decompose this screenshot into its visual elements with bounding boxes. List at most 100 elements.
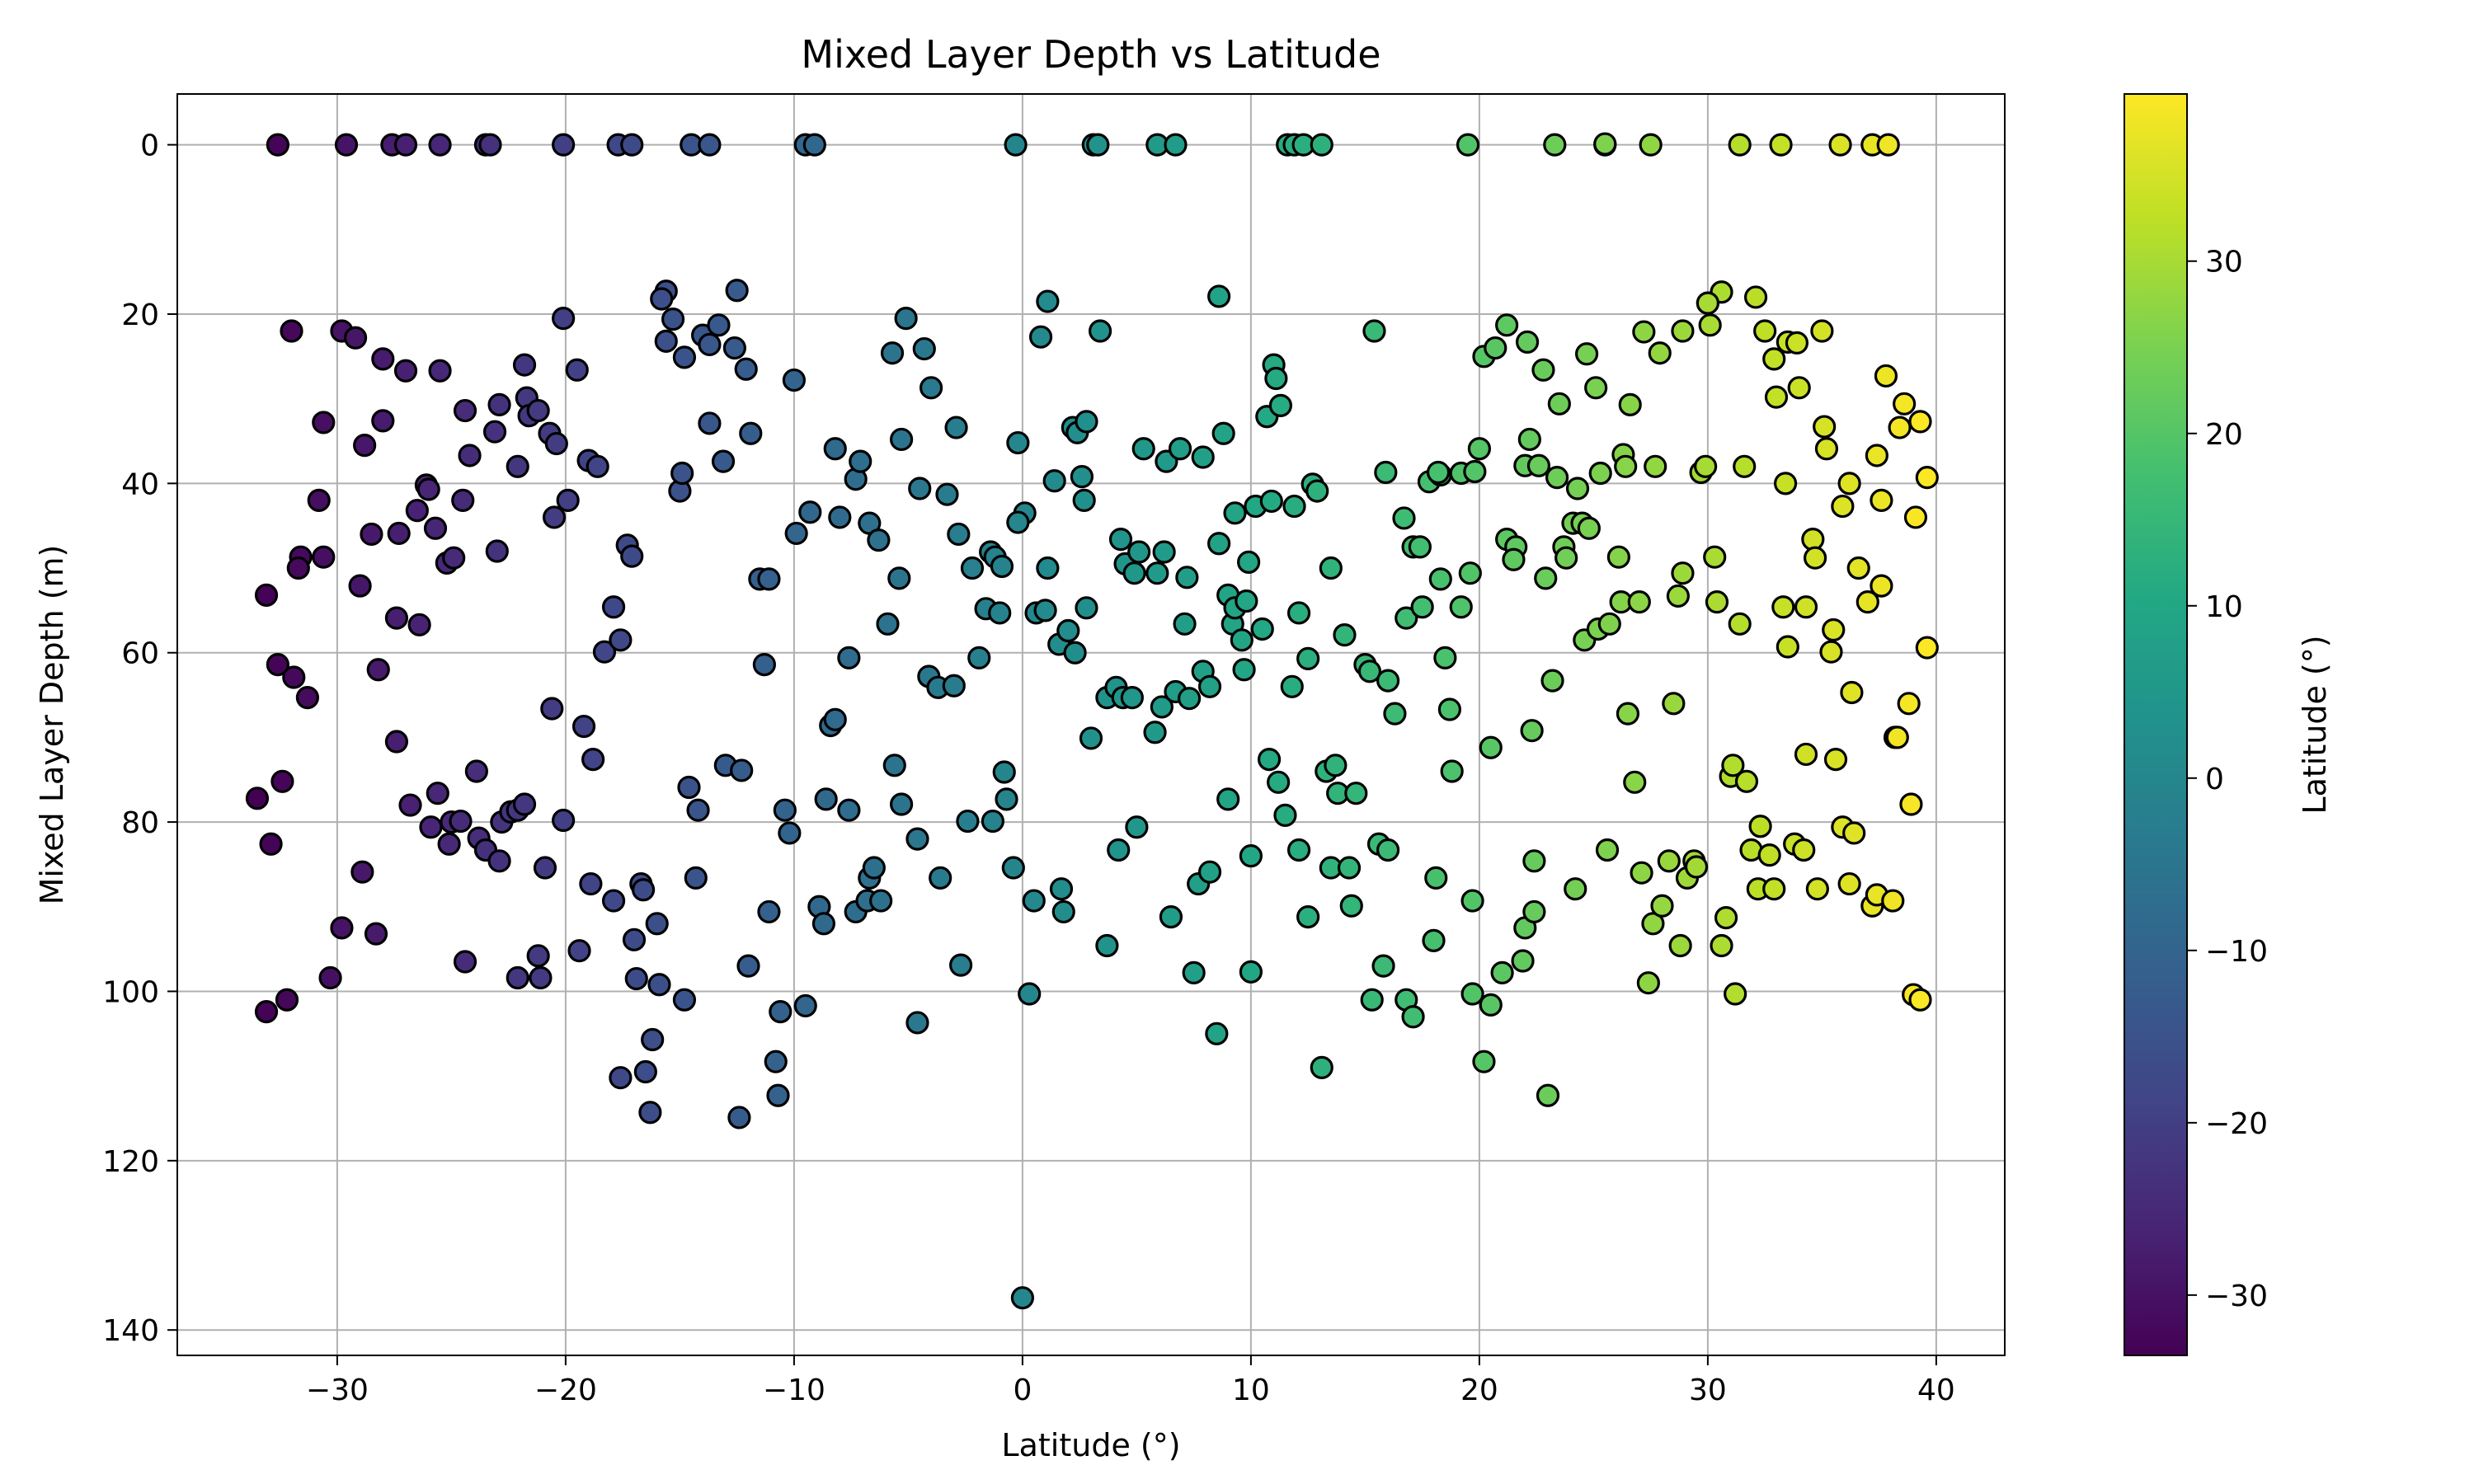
data-point	[1449, 595, 1473, 619]
data-point	[1734, 769, 1759, 793]
data-point	[823, 707, 847, 731]
data-point	[1511, 949, 1535, 973]
data-point	[905, 827, 929, 851]
data-point	[307, 488, 331, 512]
data-point	[366, 658, 390, 682]
data-point	[1286, 838, 1311, 862]
x-tick-label: 40	[1917, 1374, 1955, 1407]
data-point	[1618, 392, 1642, 416]
data-point	[1888, 416, 1912, 439]
data-point	[552, 133, 576, 157]
data-point	[1597, 612, 1621, 636]
data-point	[1785, 331, 1809, 355]
data-point	[1324, 754, 1348, 777]
data-point	[1433, 646, 1457, 669]
data-point	[318, 965, 342, 990]
data-point	[556, 488, 580, 512]
data-point	[849, 449, 872, 473]
data-point	[654, 329, 678, 353]
data-point	[1072, 488, 1096, 512]
data-point	[1232, 658, 1256, 682]
data-point	[1079, 726, 1103, 750]
data-point	[1022, 889, 1046, 913]
data-point	[1813, 415, 1837, 439]
data-point	[1267, 770, 1291, 794]
data-point	[1865, 444, 1888, 467]
data-point	[592, 640, 617, 664]
data-point	[1577, 516, 1601, 540]
data-point	[1006, 510, 1030, 534]
data-point	[730, 758, 754, 782]
data-point	[1534, 566, 1558, 590]
data-point	[1671, 561, 1695, 585]
data-point	[1899, 792, 1923, 816]
data-point	[1440, 759, 1464, 783]
data-point	[1371, 954, 1395, 978]
data-point	[478, 133, 502, 157]
data-point	[1392, 506, 1416, 530]
data-point	[1819, 640, 1843, 664]
data-point	[1840, 680, 1864, 705]
data-point	[908, 477, 932, 500]
data-point	[620, 133, 644, 157]
data-point	[1036, 289, 1060, 313]
data-point	[686, 798, 710, 822]
data-point	[453, 398, 477, 423]
data-point	[1908, 988, 1932, 1012]
data-point	[334, 133, 359, 157]
data-point	[990, 554, 1014, 579]
x-tick-label: 20	[1460, 1374, 1498, 1407]
data-points	[245, 132, 1939, 1310]
data-point	[1828, 133, 1852, 157]
data-point	[343, 326, 368, 350]
data-point	[1724, 982, 1747, 1006]
data-point	[1211, 421, 1235, 445]
data-point	[1810, 319, 1834, 343]
data-point	[1178, 687, 1202, 711]
data-point	[1662, 692, 1686, 716]
data-point	[981, 809, 1004, 834]
data-point	[1823, 748, 1848, 772]
data-point	[1033, 599, 1057, 622]
data-point	[1870, 574, 1893, 598]
data-point	[485, 539, 509, 563]
data-point	[967, 646, 991, 669]
data-point	[1095, 933, 1119, 958]
data-point	[1374, 460, 1398, 485]
colorbar-ticks: −30 −20 −10 0 10 20 30	[2187, 246, 2268, 1313]
data-point	[601, 889, 626, 913]
data-point	[1273, 803, 1297, 827]
y-axis-ticks: 0 20 40 60 80 100 120 140	[102, 129, 177, 1348]
data-point	[1086, 133, 1110, 157]
data-point	[1908, 410, 1932, 434]
data-point	[1056, 618, 1080, 643]
data-point	[764, 1050, 788, 1073]
plot-frame	[176, 93, 2006, 1356]
data-point	[947, 522, 971, 547]
colorbar	[2124, 94, 2187, 1355]
data-point	[384, 606, 409, 630]
chart-title: Mixed Layer Depth vs Latitude	[801, 32, 1380, 77]
data-point	[1175, 566, 1199, 589]
data-point	[1376, 669, 1400, 693]
colorbar-frame	[2124, 93, 2188, 1356]
x-axis-ticks: −30 −20 −10 0 10 20 30 40	[306, 1355, 1955, 1407]
data-point	[1893, 392, 1917, 416]
data-point	[1207, 532, 1231, 556]
data-point	[398, 793, 422, 817]
data-point	[1526, 453, 1551, 477]
data-point	[1051, 899, 1075, 924]
data-point	[867, 528, 891, 552]
data-point	[1694, 454, 1718, 478]
data-point	[1152, 540, 1176, 564]
data-point	[814, 787, 838, 811]
data-point	[1584, 376, 1608, 400]
colorbar-tick-label: −10	[2205, 935, 2268, 969]
data-point	[571, 714, 596, 739]
y-axis-label: Mixed Layer Depth (m)	[34, 545, 70, 905]
data-point	[1145, 561, 1169, 585]
data-point	[1036, 556, 1060, 580]
y-tick-label: 140	[102, 1314, 159, 1348]
data-point	[1668, 933, 1692, 958]
